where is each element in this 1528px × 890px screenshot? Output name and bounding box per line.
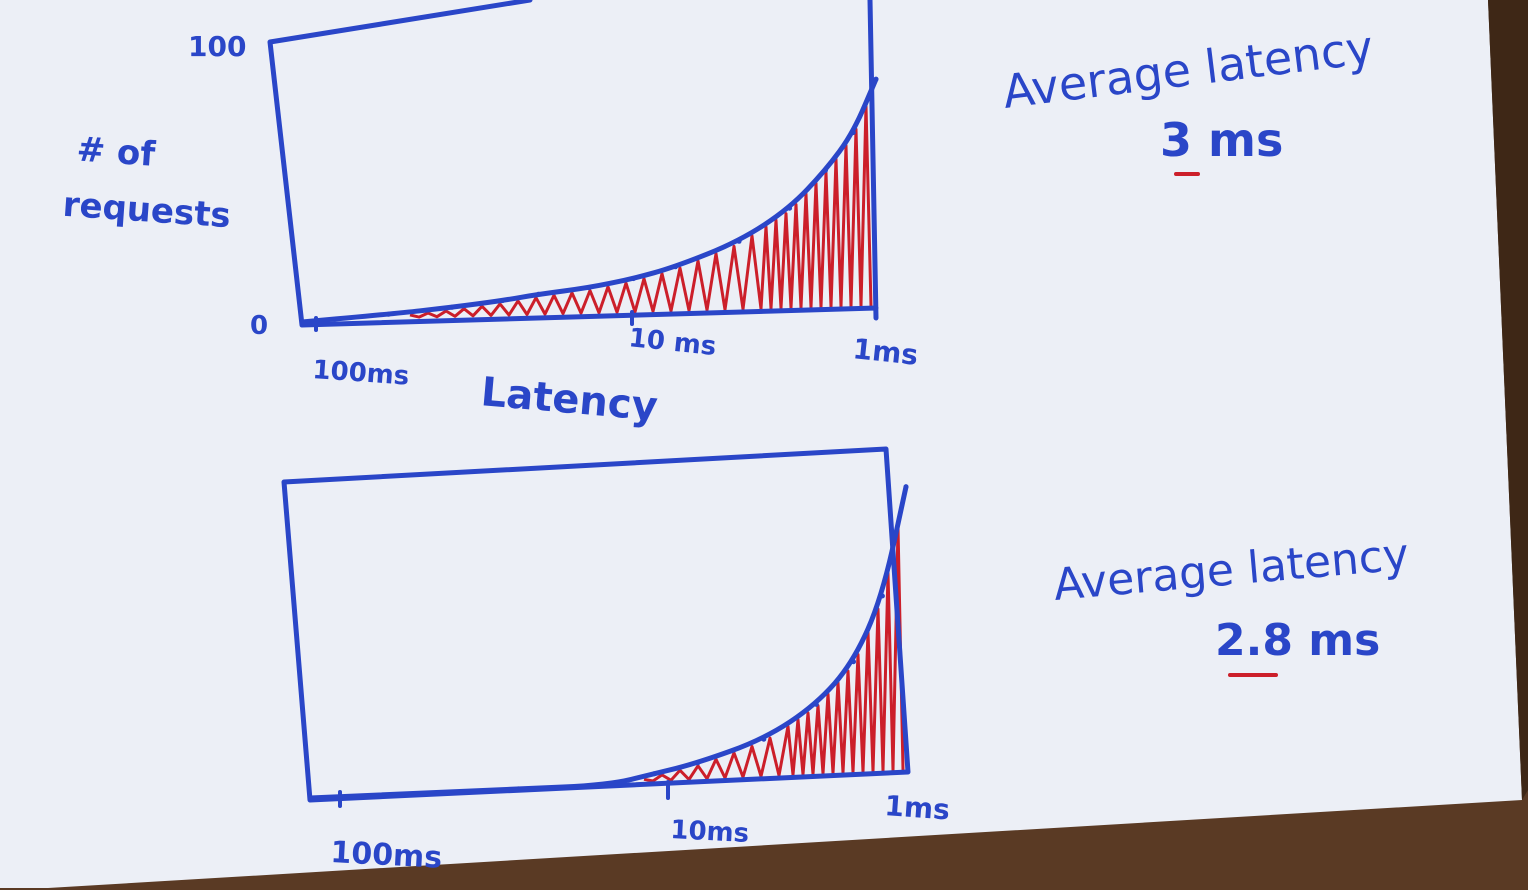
chart-2-annotation-value: 2.8 ms xyxy=(1215,615,1380,666)
y-tick-label-100: 100 xyxy=(188,30,246,63)
data-point xyxy=(586,285,592,291)
data-point xyxy=(449,304,455,310)
data-point xyxy=(651,771,657,777)
paper-shadow xyxy=(1488,0,1528,800)
shading-scribble xyxy=(643,525,905,783)
data-point xyxy=(873,76,879,82)
data-point xyxy=(851,659,856,665)
data-point xyxy=(823,167,828,173)
data-point xyxy=(605,782,611,788)
chart-1-curve xyxy=(299,76,879,325)
data-point xyxy=(736,238,742,244)
chart-2-curve xyxy=(307,484,909,801)
shading-scribble xyxy=(409,104,873,319)
data-point xyxy=(850,130,856,136)
data-point xyxy=(515,786,521,792)
data-point xyxy=(787,205,793,211)
data-point xyxy=(761,736,767,742)
data-point xyxy=(813,701,819,707)
chart-1-shading xyxy=(409,104,873,319)
data-point xyxy=(879,593,885,599)
y-axis-label-line-1: # of xyxy=(75,129,157,174)
chart-1-frame xyxy=(267,0,879,328)
data-point xyxy=(307,795,313,801)
data-point xyxy=(299,319,305,325)
data-point xyxy=(695,760,701,766)
chart-1-x-ticks xyxy=(314,310,634,332)
data-point xyxy=(500,298,506,304)
data-point xyxy=(536,291,541,297)
data-point xyxy=(385,311,391,317)
data-point xyxy=(672,264,678,270)
x-tick-label-100ms: 100ms xyxy=(312,355,411,392)
chart-2-x-ticks xyxy=(338,780,670,808)
data-point xyxy=(631,276,636,282)
chart-2: 100ms 10ms 1ms Average latency 2.8 ms xyxy=(281,446,1411,876)
x-tick-label-100ms: 100ms xyxy=(330,835,443,876)
x-tick-label-10ms: 10ms xyxy=(670,815,750,849)
x-tick-label-1ms: 1ms xyxy=(884,789,951,826)
data-point xyxy=(903,484,909,490)
chart-2-shading xyxy=(643,525,905,783)
y-tick-label-0: 0 xyxy=(250,311,268,341)
x-tick-label-1ms: 1ms xyxy=(851,332,919,372)
chart-1-annotation-value: 3 ms xyxy=(1160,113,1283,167)
